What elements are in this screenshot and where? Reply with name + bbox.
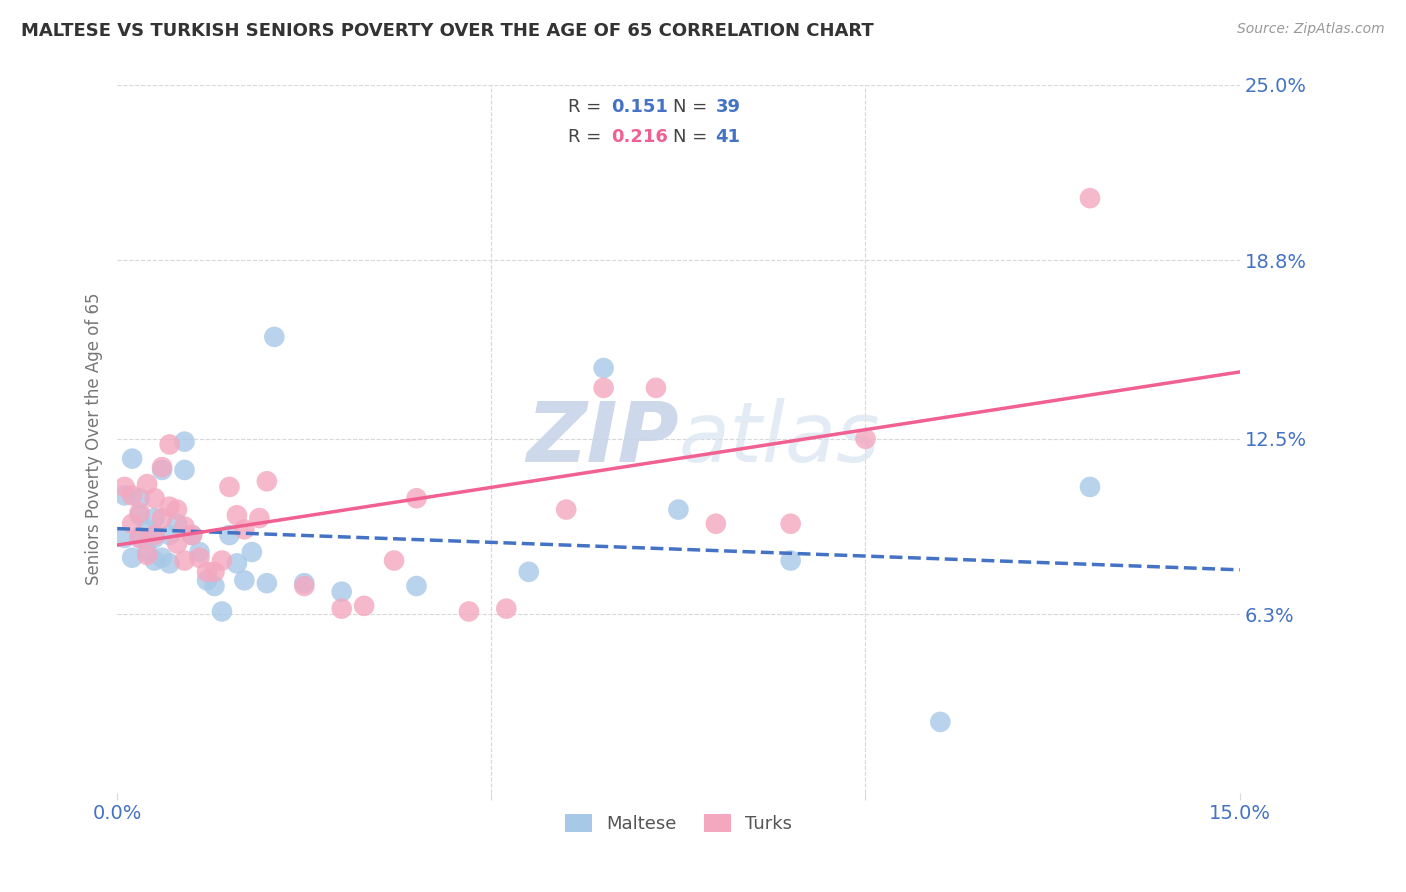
Text: 39: 39 (716, 98, 741, 116)
Text: 41: 41 (716, 128, 741, 146)
Text: 0.216: 0.216 (612, 128, 668, 146)
Point (855, 432, 877, 446)
Text: ZIP: ZIP (526, 399, 679, 479)
Point (173, 434, 195, 449)
Point (330, 601, 353, 615)
Point (382, 553, 405, 567)
Legend: Maltese, Turks: Maltese, Turks (557, 806, 800, 840)
Point (263, 330, 285, 344)
Point (645, 381, 668, 395)
Point (121, 451, 143, 466)
Point (204, 579, 226, 593)
Point (150, 460, 173, 475)
Text: N =: N = (672, 128, 713, 146)
Point (166, 536, 188, 550)
Point (128, 531, 150, 545)
Point (159, 557, 181, 571)
Point (592, 361, 614, 376)
Point (150, 463, 173, 477)
Point (240, 545, 263, 559)
Point (405, 579, 427, 593)
Point (114, 488, 136, 502)
Text: N =: N = (672, 98, 713, 116)
Point (114, 531, 136, 545)
Point (1078, 480, 1101, 494)
Text: MALTESE VS TURKISH SENIORS POVERTY OVER THE AGE OF 65 CORRELATION CHART: MALTESE VS TURKISH SENIORS POVERTY OVER … (21, 22, 875, 40)
Point (555, 502, 578, 516)
Point (226, 557, 249, 571)
Point (592, 381, 614, 395)
Point (173, 463, 195, 477)
Point (218, 480, 240, 494)
Text: 0.151: 0.151 (612, 98, 668, 116)
Point (121, 516, 143, 531)
Text: atlas: atlas (679, 399, 880, 479)
Point (211, 605, 233, 619)
Point (136, 477, 159, 491)
Point (233, 574, 256, 588)
Point (150, 550, 173, 565)
Point (166, 516, 188, 531)
Point (159, 528, 181, 542)
Point (929, 714, 952, 729)
Point (143, 531, 166, 545)
Point (128, 531, 150, 545)
Point (114, 480, 136, 494)
Point (668, 502, 690, 516)
Point (195, 574, 218, 588)
Point (173, 519, 195, 533)
Point (159, 437, 181, 451)
Point (495, 601, 517, 615)
Point (218, 528, 240, 542)
Point (779, 516, 801, 531)
Y-axis label: Seniors Poverty Over the Age of 65: Seniors Poverty Over the Age of 65 (86, 293, 103, 585)
Point (128, 508, 150, 523)
Point (233, 522, 256, 536)
Point (181, 528, 204, 542)
Point (457, 605, 479, 619)
Point (181, 528, 204, 542)
Point (136, 522, 159, 536)
Point (143, 491, 166, 506)
Point (188, 550, 211, 565)
Point (353, 599, 375, 613)
Point (256, 576, 278, 591)
Point (143, 511, 166, 525)
Text: R =: R = (568, 128, 607, 146)
Point (173, 553, 195, 567)
Point (136, 545, 159, 559)
Point (166, 502, 188, 516)
Point (247, 511, 270, 525)
Point (136, 548, 159, 562)
Point (121, 550, 143, 565)
Text: R =: R = (568, 98, 607, 116)
Point (405, 491, 427, 506)
Point (159, 500, 181, 514)
Point (143, 553, 166, 567)
Point (128, 491, 150, 506)
Point (292, 576, 315, 591)
Point (330, 584, 353, 599)
Point (121, 488, 143, 502)
Point (128, 505, 150, 519)
Point (1078, 191, 1101, 205)
Point (779, 553, 801, 567)
Point (704, 516, 727, 531)
Point (211, 553, 233, 567)
Point (143, 528, 166, 542)
Point (226, 508, 249, 523)
Point (150, 511, 173, 525)
Point (188, 545, 211, 559)
Point (292, 579, 315, 593)
Point (204, 565, 226, 579)
Text: Source: ZipAtlas.com: Source: ZipAtlas.com (1237, 22, 1385, 37)
Point (256, 475, 278, 489)
Point (517, 565, 540, 579)
Point (195, 565, 218, 579)
